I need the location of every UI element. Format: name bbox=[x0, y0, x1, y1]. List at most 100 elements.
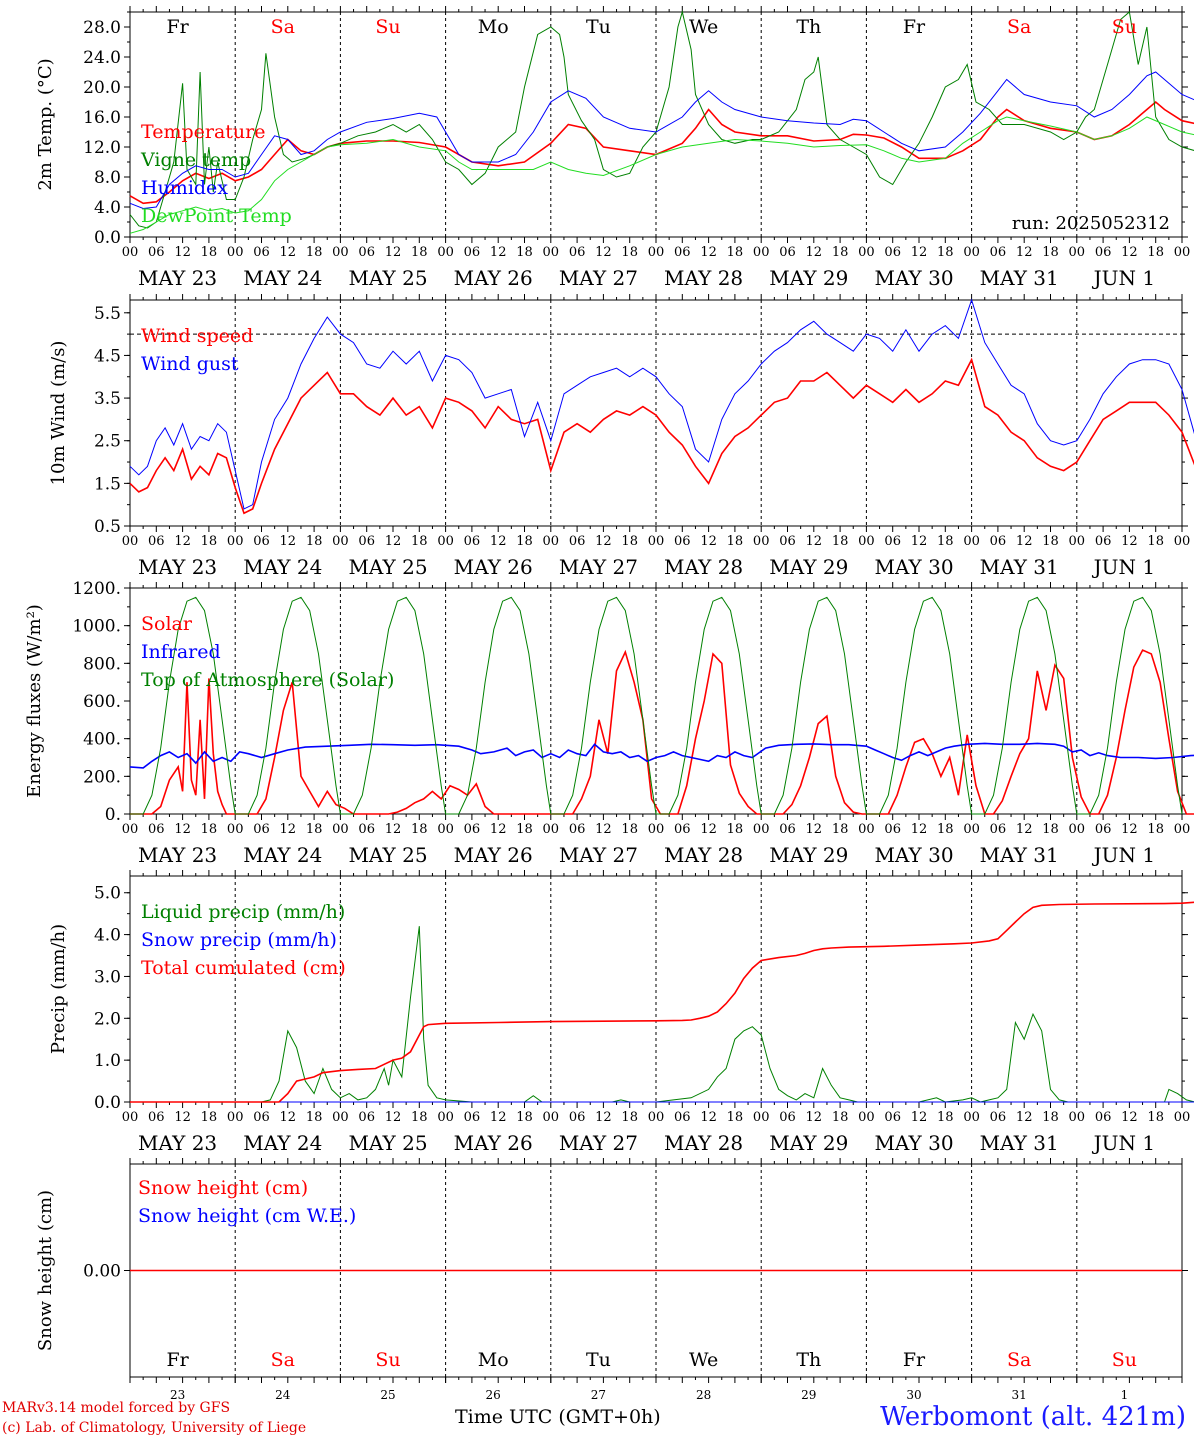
series-line-dewpoint-temp bbox=[129, 116, 1194, 234]
hour-label: 06 bbox=[464, 822, 481, 837]
legend-entry: DewPoint Temp bbox=[141, 205, 292, 227]
weekday-label: Fr bbox=[903, 1349, 926, 1371]
y-tick-label: 200. bbox=[83, 767, 121, 787]
hour-label: 00 bbox=[858, 822, 875, 837]
date-label: MAY 27 bbox=[559, 555, 638, 579]
day-number: 26 bbox=[486, 1388, 501, 1402]
legend-entry: Snow height (cm W.E.) bbox=[138, 1205, 356, 1227]
weekday-label: Fr bbox=[903, 16, 926, 38]
date-label: MAY 29 bbox=[769, 266, 848, 290]
hour-label: 18 bbox=[201, 822, 218, 837]
date-label: MAY 31 bbox=[980, 555, 1059, 579]
legend-entry: Infrared bbox=[141, 641, 221, 663]
hour-label: 00 bbox=[1069, 822, 1086, 837]
weekday-label: Tu bbox=[586, 1349, 611, 1371]
hour-label: 00 bbox=[963, 822, 980, 837]
hour-label: 00 bbox=[648, 245, 665, 260]
hour-label: 18 bbox=[1042, 1110, 1059, 1125]
hour-label: 18 bbox=[832, 245, 849, 260]
hour-label: 00 bbox=[543, 1110, 560, 1125]
hour-label: 18 bbox=[306, 822, 323, 837]
y-tick-label: 1.5 bbox=[94, 474, 121, 494]
hour-label: 00 bbox=[437, 822, 454, 837]
hour-label: 00 bbox=[332, 1110, 349, 1125]
hour-label: 00 bbox=[963, 1110, 980, 1125]
date-label: MAY 31 bbox=[980, 1131, 1059, 1155]
legend-entry: Top of Atmosphere (Solar) bbox=[141, 669, 394, 691]
series-line-top-of-atmosphere-solar- bbox=[130, 596, 1183, 815]
weekday-label: Fr bbox=[166, 16, 189, 38]
date-label: MAY 24 bbox=[243, 1131, 322, 1155]
hour-label: 12 bbox=[1016, 534, 1033, 549]
date-label: MAY 25 bbox=[348, 266, 427, 290]
hour-label: 12 bbox=[806, 534, 823, 549]
hour-label: 12 bbox=[700, 245, 717, 260]
hour-label: 00 bbox=[227, 1110, 244, 1125]
date-label: MAY 30 bbox=[874, 266, 953, 290]
y-tick-label: 24.0 bbox=[83, 48, 121, 68]
hour-label: 18 bbox=[1147, 245, 1164, 260]
hour-label: 12 bbox=[911, 822, 928, 837]
date-label: MAY 26 bbox=[454, 1131, 533, 1155]
hour-label: 00 bbox=[227, 822, 244, 837]
hour-label: 06 bbox=[990, 245, 1007, 260]
hour-label: 06 bbox=[779, 534, 796, 549]
date-label: MAY 30 bbox=[874, 1131, 953, 1155]
weekday-label: We bbox=[689, 1349, 718, 1371]
y-tick-label: 800. bbox=[83, 654, 121, 674]
hour-label: 12 bbox=[595, 534, 612, 549]
hour-label: 00 bbox=[753, 245, 770, 260]
hour-label: 06 bbox=[148, 1110, 165, 1125]
weekday-label: Sa bbox=[1007, 1349, 1031, 1371]
hour-label: 12 bbox=[595, 245, 612, 260]
hour-label: 18 bbox=[621, 534, 638, 549]
date-label: MAY 28 bbox=[664, 843, 743, 867]
series-line-wind-speed bbox=[129, 357, 1194, 515]
hour-label: 00 bbox=[1174, 245, 1191, 260]
hour-label: 00 bbox=[122, 534, 139, 549]
y-tick-label: 0.5 bbox=[94, 517, 121, 537]
weekday-label: Mo bbox=[478, 1349, 509, 1371]
model-credit: MARv3.14 model forced by GFS bbox=[2, 1400, 231, 1416]
hour-label: 00 bbox=[648, 822, 665, 837]
hour-label: 06 bbox=[464, 245, 481, 260]
hour-label: 18 bbox=[1042, 245, 1059, 260]
weekday-label: Fr bbox=[166, 1349, 189, 1371]
hour-label: 18 bbox=[937, 534, 954, 549]
hour-label: 12 bbox=[174, 822, 191, 837]
hour-label: 18 bbox=[411, 822, 428, 837]
hour-label: 06 bbox=[1095, 534, 1112, 549]
hour-label: 18 bbox=[727, 534, 744, 549]
time-axis-title: Time UTC (GMT+0h) bbox=[455, 1406, 661, 1428]
hour-label: 00 bbox=[753, 822, 770, 837]
hour-label: 12 bbox=[490, 1110, 507, 1125]
hour-label: 00 bbox=[437, 1110, 454, 1125]
station-name: Werbomont (alt. 421m) bbox=[880, 1402, 1186, 1432]
series-line-total-cumulated-cm- bbox=[130, 901, 1194, 1103]
y-tick-label: 16.0 bbox=[83, 108, 121, 128]
hour-label: 18 bbox=[832, 534, 849, 549]
y-tick-label: 3.0 bbox=[94, 967, 121, 987]
hour-label: 18 bbox=[727, 822, 744, 837]
hour-label: 00 bbox=[543, 245, 560, 260]
hour-label: 18 bbox=[516, 534, 533, 549]
hour-label: 12 bbox=[280, 534, 297, 549]
hour-label: 00 bbox=[122, 1110, 139, 1125]
hour-label: 12 bbox=[1121, 822, 1138, 837]
date-label: MAY 24 bbox=[243, 843, 322, 867]
hour-label: 06 bbox=[990, 822, 1007, 837]
hour-label: 12 bbox=[490, 245, 507, 260]
day-number: 24 bbox=[275, 1388, 291, 1402]
hour-label: 18 bbox=[516, 1110, 533, 1125]
hour-label: 18 bbox=[201, 534, 218, 549]
y-tick-label: 1000. bbox=[72, 617, 121, 637]
hour-label: 18 bbox=[1042, 822, 1059, 837]
hour-label: 00 bbox=[543, 822, 560, 837]
hour-label: 18 bbox=[1042, 534, 1059, 549]
hour-label: 06 bbox=[990, 534, 1007, 549]
hour-label: 12 bbox=[490, 822, 507, 837]
hour-label: 00 bbox=[1174, 1110, 1191, 1125]
hour-label: 06 bbox=[148, 822, 165, 837]
weekday-label: We bbox=[689, 16, 718, 38]
